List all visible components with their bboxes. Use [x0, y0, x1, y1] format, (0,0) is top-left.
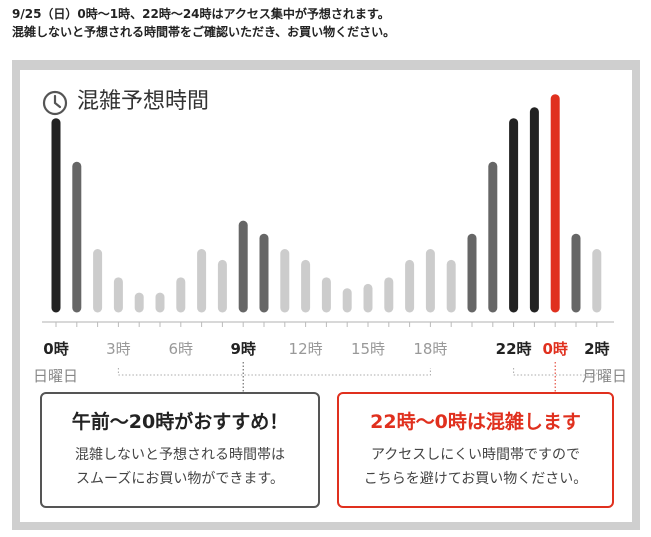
notice: 9/25（日）0時～1時、22時～24時はアクセス集中が予想されます。 混雑しな… [12, 5, 395, 41]
tick-label: 3時 [106, 340, 131, 358]
crowded-range-bracket [513, 368, 598, 376]
tick-label: 0時 [542, 340, 567, 358]
recommend-box: 午前～20時がおすすめ！ 混雑しないと予想される時間帯は スムーズにお買い物がで… [40, 392, 320, 508]
notice-line-1: 9/25（日）0時～1時、22時～24時はアクセス集中が予想されます。 [12, 7, 390, 21]
tick-label: 0時 [43, 340, 68, 358]
crowded-title: 22時～0時は混雑します [370, 411, 581, 433]
tick-label: 6時 [169, 340, 194, 358]
recommend-title: 午前～20時がおすすめ！ [71, 411, 289, 433]
tick-label: 18時 [413, 340, 447, 358]
tick-label: 12時 [289, 340, 323, 358]
crowded-text: アクセスしにくい時間帯ですので こちらを避けてお買い物ください。 [339, 443, 612, 491]
recommend-text: 混雑しないと予想される時間帯は スムーズにお買い物ができます。 [42, 443, 318, 491]
tick-label: 15時 [351, 340, 385, 358]
chart-title: 混雑予想時間 [77, 89, 210, 114]
tick-label: 22時 [496, 340, 532, 358]
notice-line-2: 混雑しないと予想される時間帯をご確認いただき、お買い物ください。 [12, 25, 396, 39]
day-label-monday: 月曜日 [582, 367, 627, 385]
day-label-sunday: 日曜日 [33, 367, 78, 385]
recommend-line-1: 混雑しないと予想される時間帯は [75, 447, 285, 463]
recommend-line-2: スムーズにお買い物ができます。 [76, 471, 284, 487]
tick-label: 2時 [584, 340, 609, 358]
clock-icon [42, 90, 68, 116]
tick-label: 9時 [230, 340, 255, 358]
crowded-box: 22時～0時は混雑します アクセスしにくい時間帯ですので こちらを避けてお買い物… [337, 392, 614, 508]
recommend-range-bracket [117, 368, 431, 376]
crowded-line-1: アクセスしにくい時間帯ですので [370, 447, 581, 463]
crowded-line-2: こちらを避けてお買い物ください。 [363, 471, 588, 487]
